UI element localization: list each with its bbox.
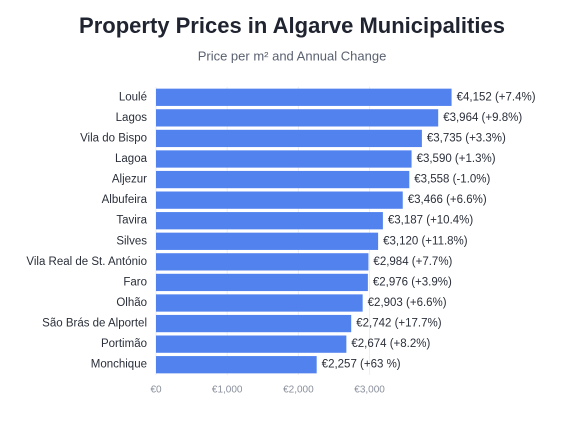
bar (156, 335, 347, 353)
value-label: €3,558 (-1.0%) (414, 174, 490, 186)
category-label: Loulé (119, 91, 147, 103)
x-tick-label: €1,000 (212, 385, 243, 396)
x-tick-label: €0 (150, 385, 162, 396)
value-label: €2,976 (+3.9%) (373, 276, 452, 288)
bar (156, 273, 368, 292)
chart-title: Property Prices in Algarve Municipalitie… (79, 13, 505, 38)
value-label: €3,466 (+6.6%) (408, 194, 487, 206)
bar (156, 150, 412, 168)
bar (156, 356, 317, 374)
bar (156, 191, 403, 209)
bar (156, 232, 379, 250)
value-label: €3,735 (+3.3%) (427, 132, 506, 144)
bar (156, 129, 422, 148)
value-label: €2,984 (+7.7%) (373, 256, 452, 268)
category-label: Tavira (116, 215, 147, 227)
value-label: €3,120 (+11.8%) (383, 235, 468, 247)
value-label: €2,257 (+63 %) (322, 359, 401, 371)
category-label: Silves (116, 235, 147, 247)
value-label: €3,964 (+9.8%) (443, 112, 522, 124)
value-label: €2,903 (+6.6%) (368, 297, 447, 309)
bar (156, 212, 383, 230)
category-label: Monchique (91, 359, 147, 371)
bar (156, 314, 352, 333)
bar (156, 170, 410, 189)
category-label: Olhão (116, 297, 147, 309)
x-tick-label: €3,000 (354, 385, 385, 396)
category-label: Vila do Bispo (80, 132, 147, 144)
category-label: Portimão (101, 338, 147, 350)
category-label: Lagoa (115, 153, 148, 165)
value-label: €4,152 (+7.4%) (457, 91, 536, 103)
bar (156, 88, 452, 106)
value-label: €3,187 (+10.4%) (388, 215, 474, 227)
value-label: €2,742 (+17.7%) (356, 318, 442, 330)
bar (156, 294, 363, 312)
category-label: Faro (123, 276, 147, 288)
value-label: €2,674 (+8.2%) (351, 338, 430, 350)
category-label: Albufeira (102, 194, 148, 206)
category-label: Lagos (116, 112, 148, 124)
chart-subtitle: Price per m² and Annual Change (198, 48, 387, 63)
category-label: Vila Real de St. António (26, 256, 147, 268)
category-label: São Brás de Alportel (42, 318, 147, 330)
x-tick-label: €2,000 (283, 385, 314, 396)
bar (156, 109, 439, 127)
value-label: €3,590 (+1.3%) (417, 153, 496, 165)
category-label: Aljezur (112, 174, 147, 186)
bar (156, 253, 369, 271)
